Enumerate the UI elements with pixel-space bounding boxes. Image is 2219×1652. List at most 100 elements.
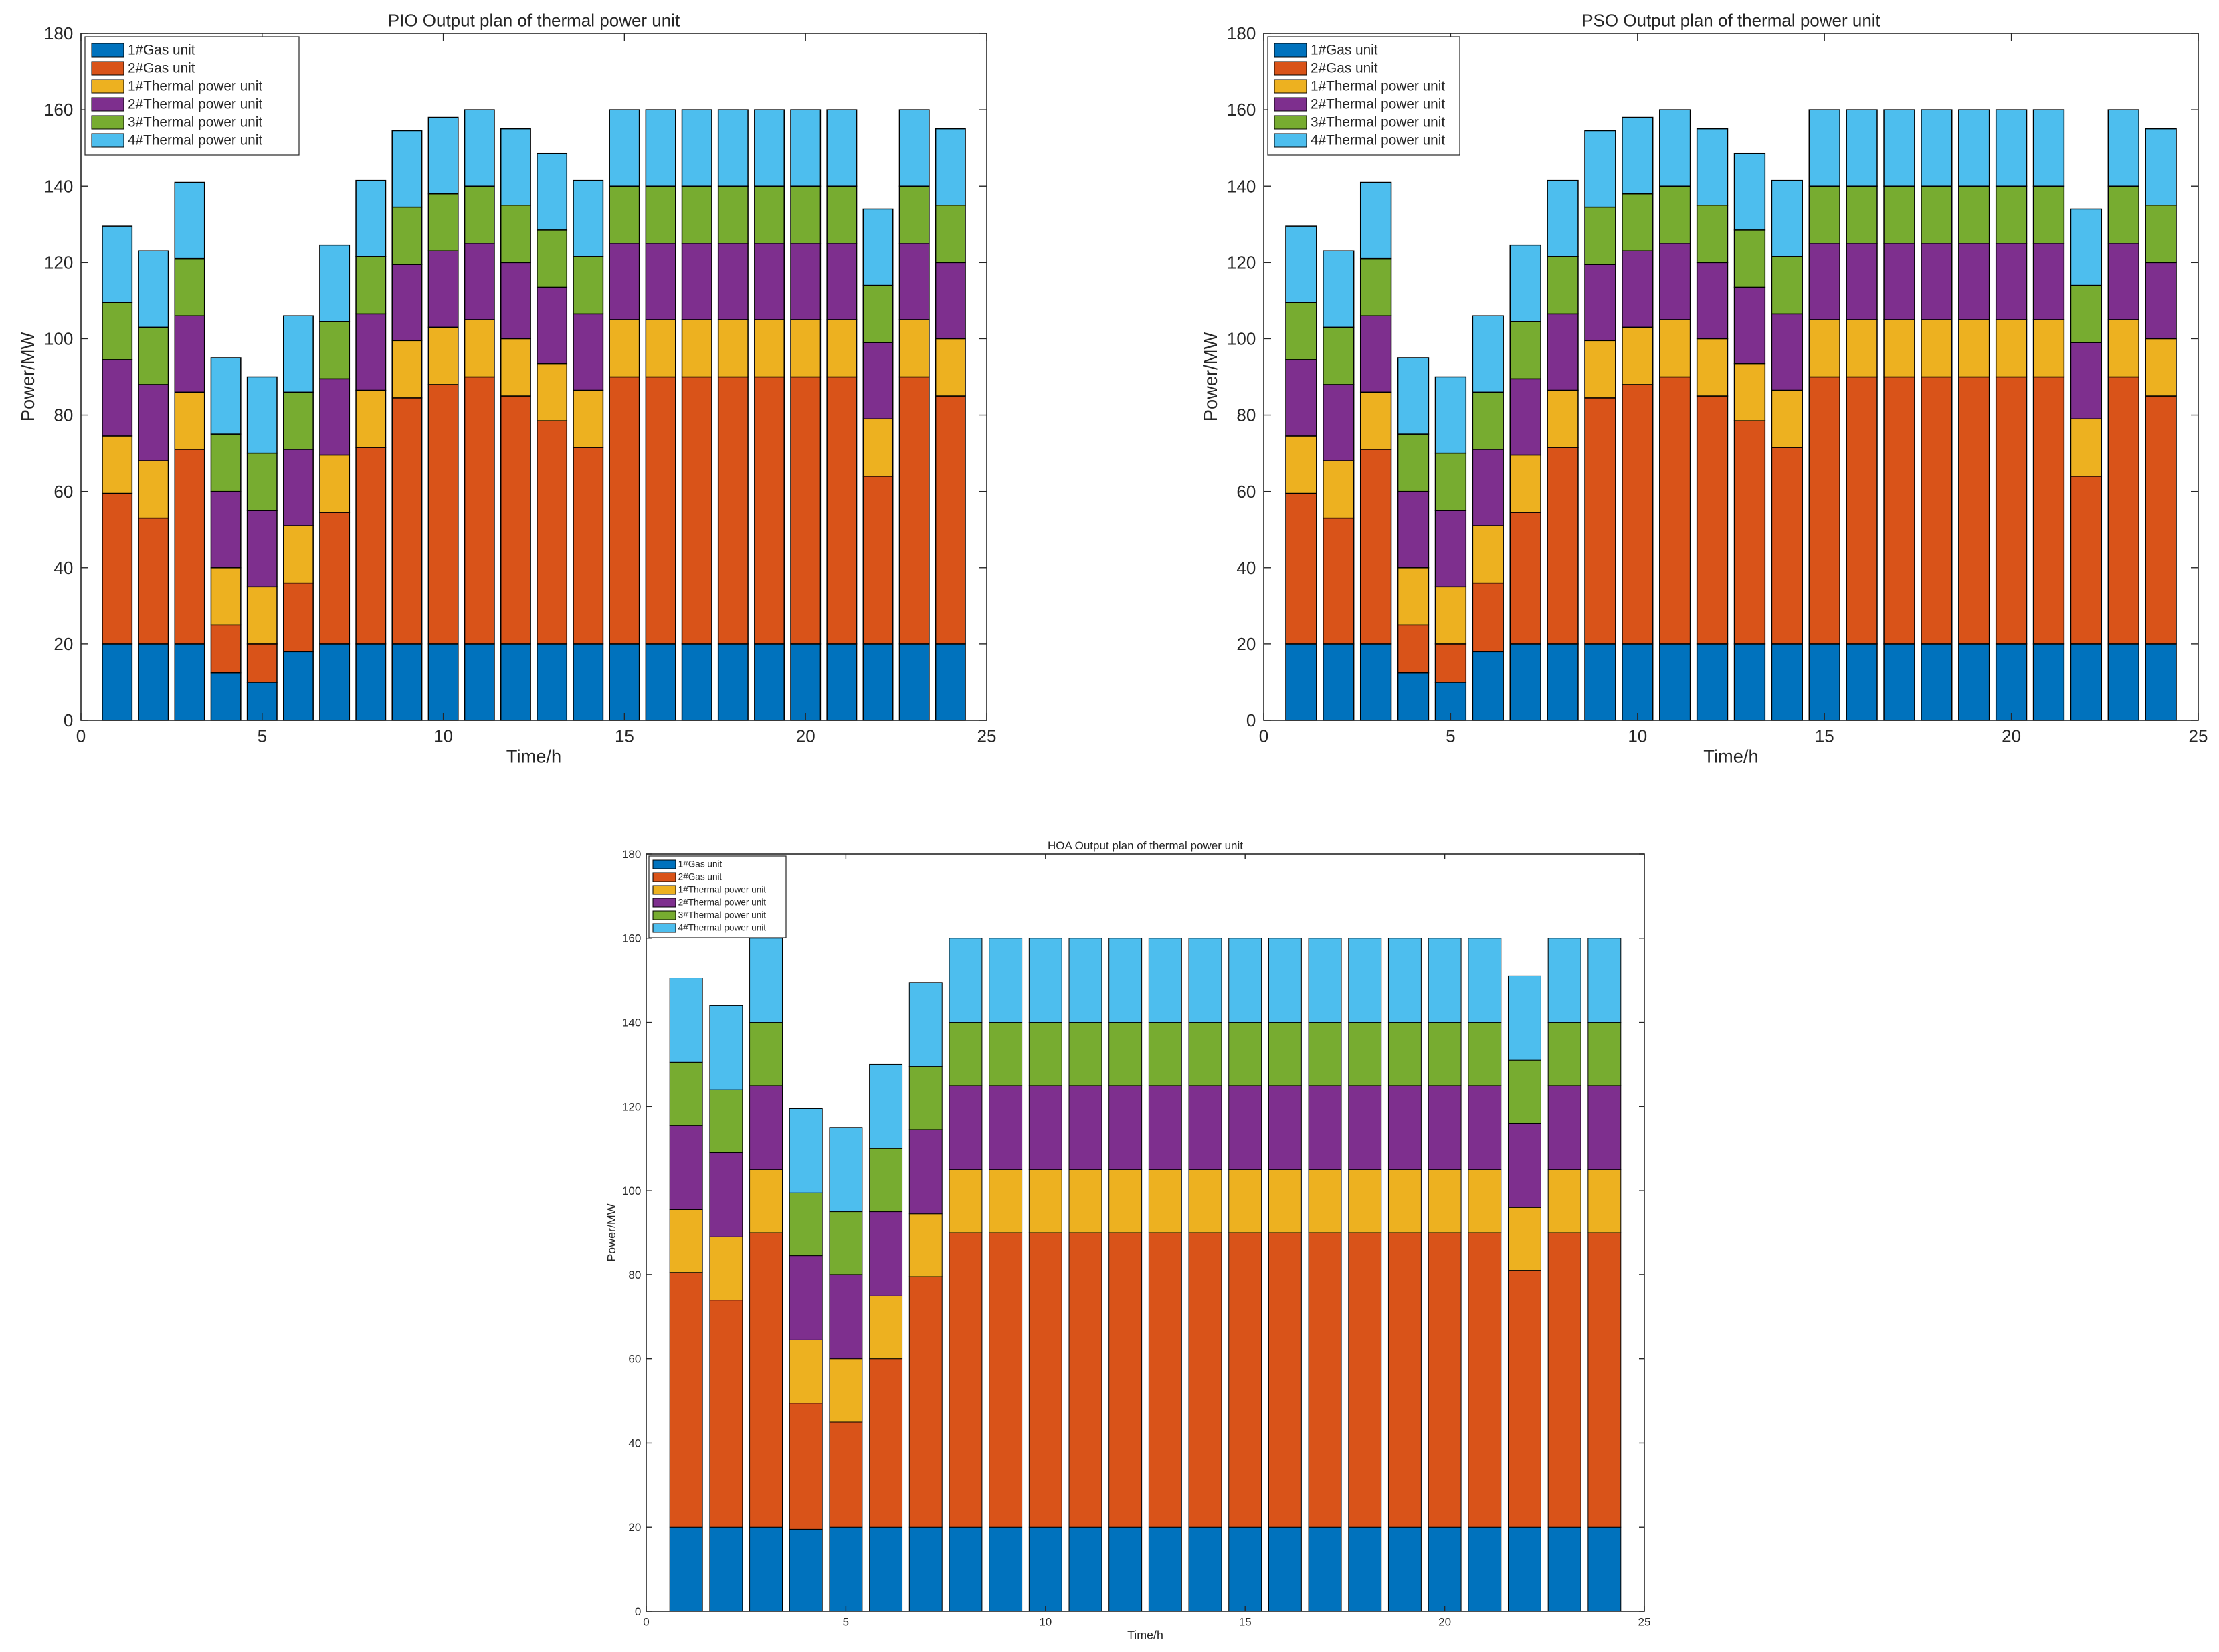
bar-segment-t22-series-4 (2070, 342, 2103, 420)
bar-segment-t5-series-2 (1434, 643, 1467, 683)
bar-segment-t18-series-5 (1348, 1022, 1382, 1086)
bar-segment-t14-series-5 (1771, 256, 1803, 315)
chart-title: PSO Output plan of thermal power unit (1581, 11, 1880, 31)
y-tick-label: 120 (1227, 252, 1256, 272)
y-tick-label: 40 (628, 1437, 641, 1449)
bar-segment-t23-series-1 (1547, 1526, 1581, 1612)
y-tick-label: 180 (1227, 23, 1256, 43)
bar-segment-t22-series-6 (862, 208, 894, 286)
bar-segment-t7-series-3 (908, 1213, 943, 1277)
bar-segment-t19-series-2 (1387, 1232, 1422, 1528)
bar-segment-t23-series-5 (1547, 1022, 1581, 1086)
bar-segment-t18-series-2 (1921, 376, 1953, 645)
bar-segment-t17-series-6 (1883, 109, 1915, 187)
bar-segment-t19-series-5 (754, 185, 785, 244)
x-tick-label: 10 (1628, 726, 1647, 746)
bar-segment-t17-series-6 (1308, 938, 1342, 1023)
bar-segment-t6-series-2 (869, 1358, 903, 1528)
bar-segment-t12-series-1 (1108, 1526, 1143, 1612)
x-tick-label: 20 (796, 726, 815, 746)
bar-segment-t19-series-4 (1387, 1085, 1422, 1170)
bar-segment-t15-series-1 (609, 643, 640, 721)
y-tick-label: 160 (44, 100, 73, 120)
bar-segment-t23-series-5 (898, 185, 930, 244)
bar-segment-t7-series-4 (319, 378, 351, 456)
bar-segment-t11-series-5 (1659, 185, 1691, 244)
bar-segment-t21-series-1 (826, 643, 858, 721)
bar-segment-t16-series-4 (1846, 243, 1878, 320)
bar-segment-t16-series-6 (645, 109, 676, 187)
bar-segment-t8-series-4 (355, 313, 387, 391)
bar-segment-t14-series-5 (573, 256, 604, 315)
bar-segment-t13-series-4 (1733, 286, 1766, 365)
bar-segment-t22-series-3 (2070, 418, 2103, 477)
bar-segment-t12-series-6 (1108, 938, 1143, 1023)
y-tick-label: 80 (1236, 405, 1256, 425)
legend-label: 3#Thermal power unit (1311, 114, 1445, 130)
bar-segment-t12-series-3 (500, 338, 531, 397)
bar-segment-t19-series-1 (1958, 643, 1990, 721)
bar-segment-t8-series-1 (949, 1526, 983, 1612)
bar-segment-t21-series-5 (2032, 185, 2065, 244)
bar-segment-t24-series-1 (935, 643, 966, 721)
bar-segment-t10-series-3 (1622, 326, 1654, 385)
legend-swatch (1274, 43, 1307, 58)
bar-segment-t8-series-2 (1547, 447, 1579, 645)
bar-segment-t21-series-2 (2032, 376, 2065, 645)
bar-segment-t24-series-4 (935, 262, 966, 340)
bar-segment-t2-series-6 (709, 1005, 743, 1090)
x-tick-label: 20 (2002, 726, 2021, 746)
bar-segment-t1-series-4 (1285, 359, 1317, 437)
bar-segment-t20-series-1 (1428, 1526, 1462, 1612)
bar-segment-t10-series-1 (427, 643, 459, 721)
bar-segment-t10-series-4 (1622, 250, 1654, 328)
bar-segment-t5-series-3 (1434, 586, 1467, 645)
x-tick-label: 0 (1259, 726, 1268, 746)
bar-segment-t3-series-5 (749, 1022, 783, 1086)
x-axis-label: Time/h (506, 746, 561, 767)
bar-segment-t1-series-4 (669, 1125, 703, 1210)
bar-segment-t8-series-5 (355, 256, 387, 315)
legend-label: 1#Thermal power unit (128, 78, 262, 94)
bar-segment-t20-series-1 (790, 643, 822, 721)
bar-segment-t3-series-1 (1359, 643, 1392, 721)
bar-segment-t17-series-4 (1883, 243, 1915, 320)
legend-swatch (91, 43, 124, 58)
bar-segment-t13-series-6 (1733, 152, 1766, 231)
bar-segment-t5-series-6 (1434, 376, 1467, 454)
bar-segment-t2-series-4 (709, 1152, 743, 1237)
bar-segment-t13-series-6 (537, 152, 568, 231)
bar-segment-t24-series-3 (1587, 1169, 1622, 1233)
bar-segment-t15-series-4 (609, 243, 640, 320)
bar-segment-t1-series-1 (1285, 643, 1317, 721)
bar-segment-t20-series-6 (790, 109, 822, 187)
bar-segment-t3-series-6 (749, 938, 783, 1023)
legend-swatch (91, 97, 124, 112)
bar-segment-t13-series-4 (537, 286, 568, 365)
bar-segment-t4-series-3 (1397, 567, 1430, 626)
bar-segment-t7-series-1 (1509, 643, 1541, 721)
bar-segment-t6-series-2 (283, 582, 314, 653)
bar-segment-t17-series-2 (1308, 1232, 1342, 1528)
bar-segment-t13-series-2 (1148, 1232, 1182, 1528)
legend-label: 4#Thermal power unit (1311, 132, 1445, 148)
bar-segment-t13-series-3 (1733, 363, 1766, 421)
bar-segment-t6-series-5 (283, 391, 314, 450)
bar-segment-t6-series-4 (283, 449, 314, 526)
bar-segment-t10-series-4 (1028, 1085, 1062, 1170)
bar-segment-t19-series-5 (1387, 1022, 1422, 1086)
bar-segment-t14-series-4 (1188, 1085, 1222, 1170)
bar-segment-t20-series-2 (1995, 376, 2028, 645)
bar-segment-t22-series-1 (2070, 643, 2103, 721)
bar-segment-t20-series-1 (1995, 643, 2028, 721)
bar-segment-t1-series-1 (669, 1526, 703, 1612)
bar-segment-t24-series-6 (935, 128, 966, 206)
bar-segment-t20-series-5 (790, 185, 822, 244)
x-axis-label: Time/h (1703, 746, 1758, 767)
y-tick-label: 60 (1236, 482, 1256, 502)
bar-segment-t8-series-5 (1547, 256, 1579, 315)
bar-segment-t18-series-4 (1348, 1085, 1382, 1170)
bar-segment-t18-series-2 (717, 376, 749, 645)
bar-segment-t15-series-3 (1228, 1169, 1262, 1233)
bar-segment-t14-series-1 (573, 643, 604, 721)
